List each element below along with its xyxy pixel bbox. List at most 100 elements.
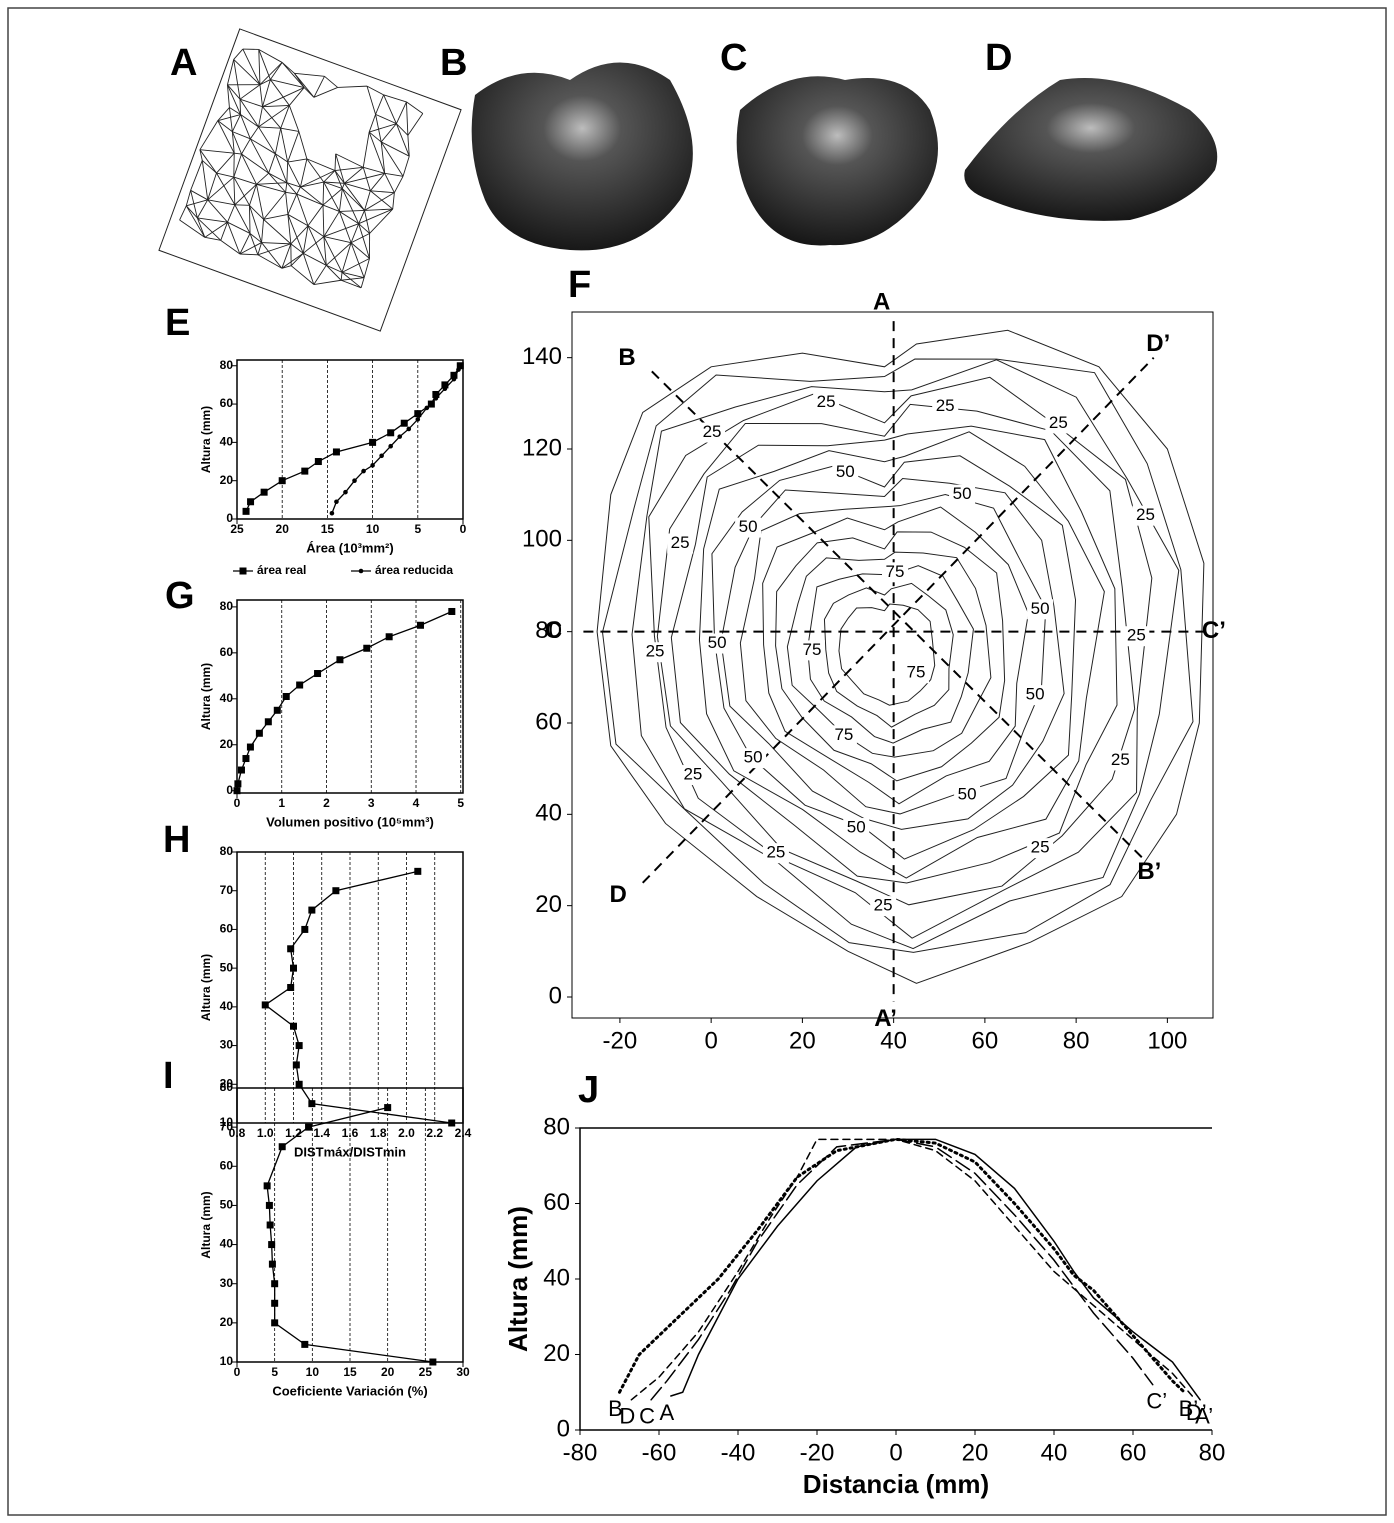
mesh-edge bbox=[341, 278, 364, 281]
mesh-edge bbox=[406, 102, 422, 114]
x-tick-label: 80 bbox=[1063, 1027, 1090, 1054]
series-line bbox=[246, 366, 460, 512]
mesh-edge bbox=[216, 173, 233, 177]
y-axis-label: Altura (mm) bbox=[199, 663, 213, 730]
mesh-edge bbox=[240, 99, 258, 127]
x-tick-label: 0 bbox=[234, 796, 241, 810]
marker bbox=[452, 377, 457, 382]
series-line bbox=[671, 1139, 1200, 1399]
contour-label: 50 bbox=[847, 818, 866, 837]
y-tick-label: 120 bbox=[522, 434, 562, 461]
y-tick-label: 0 bbox=[226, 511, 233, 525]
x-tick-label: 0 bbox=[234, 1365, 241, 1379]
y-tick-label: 100 bbox=[522, 526, 562, 553]
x-tick-label: 80 bbox=[1199, 1439, 1226, 1466]
mesh-edge bbox=[403, 156, 409, 176]
contour-line bbox=[632, 360, 1179, 949]
x-tick-label: 60 bbox=[1120, 1439, 1147, 1466]
section-label: B’ bbox=[1137, 858, 1161, 885]
marker bbox=[314, 670, 321, 677]
contour-label: 25 bbox=[1127, 626, 1146, 645]
series-line bbox=[631, 1139, 1192, 1399]
contour-line bbox=[603, 359, 1193, 952]
marker bbox=[305, 1124, 312, 1131]
mesh-edge bbox=[259, 127, 276, 154]
contour-label: 25 bbox=[936, 396, 955, 415]
section-label: B bbox=[618, 344, 635, 371]
mesh-edge bbox=[229, 108, 232, 132]
y-tick-label: 0 bbox=[549, 982, 562, 1009]
mesh-edge bbox=[314, 87, 338, 97]
marker bbox=[425, 406, 430, 411]
mesh-edge bbox=[294, 73, 324, 76]
mesh-edge bbox=[394, 176, 403, 192]
photo-d bbox=[964, 78, 1217, 221]
marker bbox=[333, 448, 340, 455]
marker bbox=[456, 367, 461, 372]
mesh-edge bbox=[335, 167, 363, 170]
mesh-edge bbox=[324, 237, 351, 243]
marker bbox=[416, 417, 421, 422]
mesh-edge bbox=[200, 121, 218, 150]
x-tick-label: 3 bbox=[368, 796, 375, 810]
panel-label: H bbox=[163, 819, 190, 861]
mesh-edge bbox=[259, 105, 290, 126]
marker bbox=[370, 463, 375, 468]
mesh-edge bbox=[336, 154, 345, 183]
panel-label: C bbox=[720, 37, 747, 79]
x-tick-label: 2.2 bbox=[426, 1126, 443, 1140]
marker bbox=[387, 429, 394, 436]
mesh-edge bbox=[281, 128, 288, 162]
x-tick-label: 1.0 bbox=[257, 1126, 274, 1140]
contour-label: 75 bbox=[907, 663, 926, 682]
mesh-edge bbox=[242, 154, 257, 184]
photo-b bbox=[472, 63, 693, 251]
mesh-edge bbox=[363, 167, 384, 173]
x-axis-label: Distancia (mm) bbox=[803, 1469, 989, 1499]
x-tick-label: 1 bbox=[278, 796, 285, 810]
mesh-edge bbox=[336, 154, 364, 167]
mesh-edge bbox=[396, 102, 406, 124]
legend-marker bbox=[240, 568, 247, 575]
marker bbox=[406, 427, 411, 432]
section-label: A bbox=[873, 288, 890, 315]
mesh-edge bbox=[324, 171, 335, 182]
marker bbox=[247, 744, 254, 751]
contour-label: 75 bbox=[834, 725, 853, 744]
end-label: D bbox=[619, 1404, 635, 1429]
mesh-edge bbox=[326, 265, 342, 272]
legend-label: área reducida bbox=[375, 563, 453, 577]
marker bbox=[287, 945, 294, 952]
x-tick-label: 15 bbox=[321, 522, 335, 536]
marker bbox=[287, 984, 294, 991]
x-tick-label: 0 bbox=[889, 1439, 902, 1466]
x-axis-label: Volumen positivo (10⁵mm³) bbox=[266, 814, 434, 829]
marker bbox=[301, 1341, 308, 1348]
mesh-edge bbox=[304, 88, 314, 98]
x-tick-label: 0 bbox=[460, 522, 467, 536]
x-tick-label: 5 bbox=[414, 522, 421, 536]
marker bbox=[261, 489, 268, 496]
mesh-edge bbox=[258, 244, 291, 255]
contour-label: 50 bbox=[708, 633, 727, 652]
marker bbox=[296, 682, 303, 689]
series-line bbox=[620, 1139, 1185, 1392]
mesh-edge bbox=[297, 194, 308, 226]
x-tick-label: 40 bbox=[1041, 1439, 1068, 1466]
y-tick-label: 70 bbox=[220, 883, 234, 897]
y-tick-label: 50 bbox=[220, 960, 234, 974]
marker bbox=[268, 1241, 275, 1248]
legend-label: área real bbox=[257, 563, 306, 577]
marker bbox=[448, 1120, 455, 1127]
mesh-edge bbox=[341, 280, 361, 288]
marker bbox=[271, 1319, 278, 1326]
mesh-edge bbox=[234, 59, 260, 84]
contour-label: 50 bbox=[744, 748, 763, 767]
section-label: D bbox=[609, 881, 626, 908]
x-tick-label: -40 bbox=[721, 1439, 756, 1466]
contour-label: 25 bbox=[703, 422, 722, 441]
mesh-edge bbox=[234, 154, 242, 177]
y-tick-label: 40 bbox=[220, 999, 234, 1013]
marker bbox=[290, 965, 297, 972]
marker bbox=[363, 645, 370, 652]
